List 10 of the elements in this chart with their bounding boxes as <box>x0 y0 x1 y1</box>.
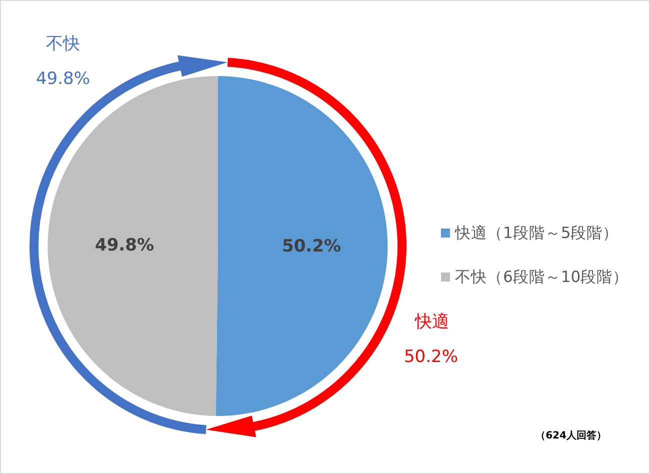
text: 不快 <box>46 34 80 54</box>
legend-label: 不快（6段階～10段階） <box>455 268 629 286</box>
text: 49.8% <box>36 69 90 89</box>
data-label: 49.8% <box>95 235 154 256</box>
text: 50.2% <box>404 347 458 367</box>
text: （624人回答） <box>536 430 606 442</box>
data-label: 50.2% <box>282 236 341 257</box>
pie-slice <box>216 76 388 416</box>
text: 快適 <box>414 312 449 332</box>
legend-label: 快適（1段階～5段階） <box>454 224 619 242</box>
